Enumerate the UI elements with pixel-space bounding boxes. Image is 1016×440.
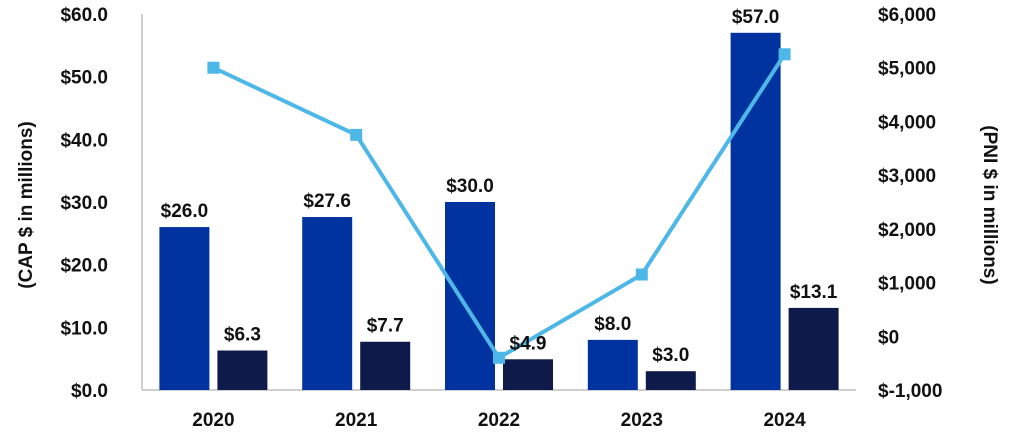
bar-cap-secondary [217,350,268,390]
bar-cap-primary [159,227,210,390]
y-tick-labels: $0.0 $10.0 $20.0 $30.0 $40.0 $50.0 $60.0 [60,5,108,402]
bar-cap-primary [445,202,495,390]
bar-data-label: $26.0 [161,201,209,222]
y2-tick-label: $5,000 [878,59,936,80]
y-tick-label: $20.0 [60,256,108,277]
bar-data-label: $4.9 [510,333,547,354]
x-tick-label: 2020 [192,410,234,431]
y-tick-label: $50.0 [60,68,108,89]
x-tick-label: 2024 [763,410,806,431]
y2-tick-label: $6,000 [878,5,936,26]
pni-marker [350,128,363,141]
bar-data-label: $57.0 [732,7,780,28]
y2-tick-label: $4,000 [878,112,936,133]
x-tick-label: 2021 [335,410,378,431]
bar-cap-secondary [788,307,839,390]
bar-data-label: $7.7 [367,316,404,337]
bar-data-label: $27.6 [303,191,351,212]
y-tick-label: $60.0 [60,5,108,26]
bar-cap-primary [730,32,781,391]
y-tick-label: $0.0 [71,381,108,402]
y2-tick-labels: $-1,000 $0 $1,000 $2,000 $3,000 $4,000 $5,000 $… [878,5,942,402]
pni-line-layer [207,48,791,364]
y-tick-label: $10.0 [60,318,108,339]
x-tick-label: 2022 [478,410,520,431]
y-tick-label: $30.0 [60,193,108,214]
pni-marker [635,268,648,281]
pni-marker [207,61,220,74]
bar-data-label: $3.0 [652,345,689,366]
y2-tick-label: $3,000 [878,166,936,187]
bar-cap-primary [587,339,638,390]
bar-cap-secondary [503,359,553,390]
y-tick-label: $40.0 [60,130,108,151]
bar-cap-secondary [645,371,696,390]
x-tick-labels: 2020 2021 2022 2023 2024 [192,410,806,431]
pni-marker [778,48,791,61]
bars [159,32,839,391]
bar-data-label: $6.3 [224,325,261,346]
bar-data-label: $13.1 [790,282,838,303]
bar-cap-secondary [360,341,411,390]
y2-tick-label: $0 [878,327,899,348]
y2-axis-title: (PNI $ in millions) [979,125,1000,284]
bar-data-label: $8.0 [594,314,631,335]
y2-tick-label: $-1,000 [878,381,942,402]
x-tick-label: 2023 [621,410,663,431]
y-axis-title: (CAP $ in millions) [16,121,37,289]
bar-data-label: $30.0 [446,176,494,197]
y2-tick-label: $1,000 [878,274,936,295]
data-labels: $26.0 $6.3 $27.6 $7.7 $30.0 $4.9 $8.0 $3.0 $57.0… [161,7,838,366]
pni-line [212,53,787,360]
pni-marker [493,351,505,364]
y2-tick-label: $2,000 [878,220,936,241]
bar-cap-primary [302,217,353,390]
